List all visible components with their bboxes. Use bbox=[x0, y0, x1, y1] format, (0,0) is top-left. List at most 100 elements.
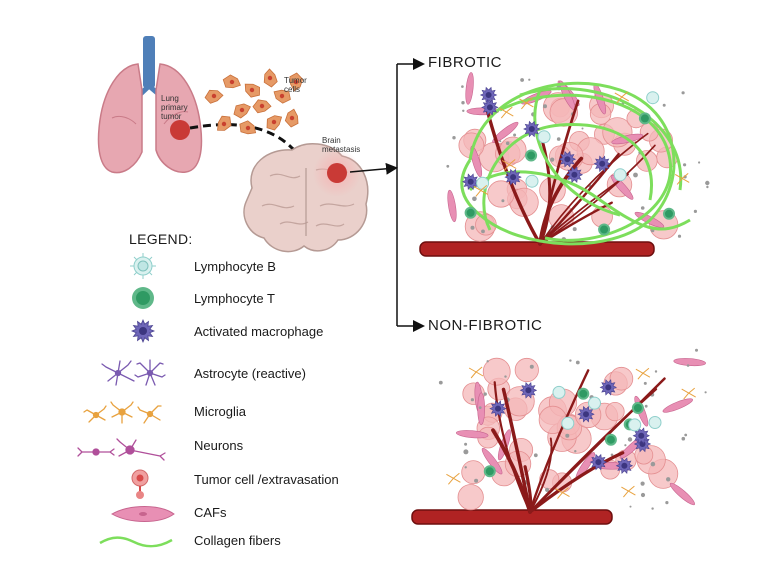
debris-dot bbox=[543, 104, 547, 109]
tumor-cell bbox=[289, 72, 304, 92]
caf bbox=[669, 482, 695, 506]
lymphocyte-b bbox=[628, 418, 642, 432]
microglia bbox=[501, 159, 517, 171]
lymphocyte-t bbox=[598, 223, 611, 236]
fibrotic-blood-vessel bbox=[419, 241, 655, 257]
debris-dot bbox=[705, 180, 710, 186]
legend-icons bbox=[77, 253, 175, 548]
debris-dot bbox=[461, 85, 464, 88]
tumor-cells-label: Tumor cells bbox=[284, 76, 307, 94]
macrophage bbox=[558, 150, 577, 168]
debris-dot bbox=[698, 161, 701, 164]
tumor-cell bbox=[609, 366, 634, 391]
brain bbox=[243, 143, 369, 253]
microglia bbox=[614, 91, 630, 104]
macrophage bbox=[565, 166, 584, 183]
debris-dot bbox=[565, 433, 570, 438]
lymphocyte-t-icon bbox=[132, 287, 154, 309]
lymphocyte-b bbox=[552, 385, 566, 399]
caf bbox=[673, 358, 706, 367]
debris-dot bbox=[528, 78, 531, 81]
lymphocyte-b bbox=[476, 176, 490, 190]
legend-label-neurons: Neurons bbox=[194, 438, 244, 453]
debris-dot bbox=[683, 163, 687, 167]
tumor-cell bbox=[273, 89, 291, 104]
microglia bbox=[446, 472, 461, 485]
debris-dot bbox=[478, 406, 482, 409]
capillary bbox=[528, 451, 625, 514]
lymphocyte-t bbox=[525, 149, 538, 162]
lymphocyte-b bbox=[537, 130, 551, 144]
macrophage bbox=[461, 173, 480, 190]
lung-tumor-label: Lung primary tumor bbox=[161, 94, 188, 121]
collagen-fiber bbox=[499, 93, 672, 242]
lymphocyte-t bbox=[464, 206, 477, 219]
debris-dot bbox=[651, 507, 654, 510]
macrophage bbox=[479, 86, 498, 104]
lymphocyte-b-icon bbox=[130, 253, 156, 279]
debris-dot bbox=[463, 449, 469, 455]
tumor-cell bbox=[263, 68, 278, 88]
microglia bbox=[635, 367, 651, 380]
debris-dot bbox=[486, 360, 489, 363]
lymphocyte-b bbox=[646, 91, 660, 105]
microglia bbox=[681, 387, 696, 400]
debris-dot bbox=[569, 359, 572, 362]
debris-dot bbox=[665, 501, 669, 505]
debris-dot bbox=[452, 136, 456, 140]
non-fibrotic-blood-vessel bbox=[411, 509, 613, 525]
collagen-fiber bbox=[468, 170, 691, 231]
caf bbox=[455, 430, 489, 439]
debris-dot bbox=[499, 140, 502, 143]
debris-dot bbox=[640, 492, 646, 498]
neuron-icon bbox=[77, 438, 166, 461]
caf bbox=[610, 174, 634, 200]
macrophage-icon bbox=[130, 318, 156, 344]
legend-label-macrophage: Activated macrophage bbox=[194, 324, 324, 339]
tumor-cell bbox=[284, 108, 299, 128]
macrophage bbox=[593, 155, 611, 173]
microglia bbox=[519, 97, 534, 110]
tumor-cell bbox=[539, 469, 560, 490]
non-fibrotic-title: NON-FIBROTIC bbox=[428, 317, 543, 334]
debris-dot bbox=[640, 481, 645, 486]
debris-dot bbox=[575, 360, 580, 365]
tumor-cell bbox=[266, 115, 283, 131]
debris-dot bbox=[446, 164, 450, 168]
tumor-cells-cluster bbox=[204, 68, 304, 135]
brain-metastasis-label: Brain metastasis bbox=[322, 136, 361, 154]
macrophage bbox=[599, 379, 618, 396]
debris-dot bbox=[513, 133, 517, 137]
capillary bbox=[538, 99, 580, 246]
debris-dot bbox=[627, 437, 633, 442]
debris-dot bbox=[695, 348, 698, 352]
right-lung bbox=[155, 63, 203, 173]
collagen-fiber bbox=[482, 122, 653, 231]
debris-dot bbox=[483, 392, 487, 396]
tumor-cell bbox=[239, 120, 257, 135]
microglia bbox=[621, 485, 636, 498]
macrophage bbox=[489, 400, 507, 417]
tumor-cell bbox=[217, 115, 232, 131]
caf bbox=[477, 392, 486, 426]
legend-label-lymphocyte-b: Lymphocyte B bbox=[194, 259, 276, 274]
tumor-cell bbox=[244, 83, 261, 98]
debris-dot bbox=[629, 505, 632, 508]
debris-dot bbox=[529, 364, 534, 369]
branch-arrows bbox=[396, 58, 425, 332]
debris-dot bbox=[681, 91, 685, 95]
debris-dot bbox=[693, 209, 698, 213]
debris-dot bbox=[706, 185, 709, 189]
debris-dot bbox=[654, 370, 658, 373]
debris-dot bbox=[640, 206, 645, 210]
debris-dot bbox=[462, 109, 465, 113]
collagen-fiber bbox=[519, 86, 683, 191]
lymphocyte-b bbox=[613, 168, 627, 182]
legend-label-astrocyte: Astrocyte (reactive) bbox=[194, 366, 306, 381]
debris-dot bbox=[472, 196, 477, 202]
lymphocyte-t bbox=[604, 433, 617, 446]
debris-dot bbox=[556, 137, 561, 141]
debris-dot bbox=[681, 436, 686, 441]
microglia bbox=[468, 366, 484, 379]
